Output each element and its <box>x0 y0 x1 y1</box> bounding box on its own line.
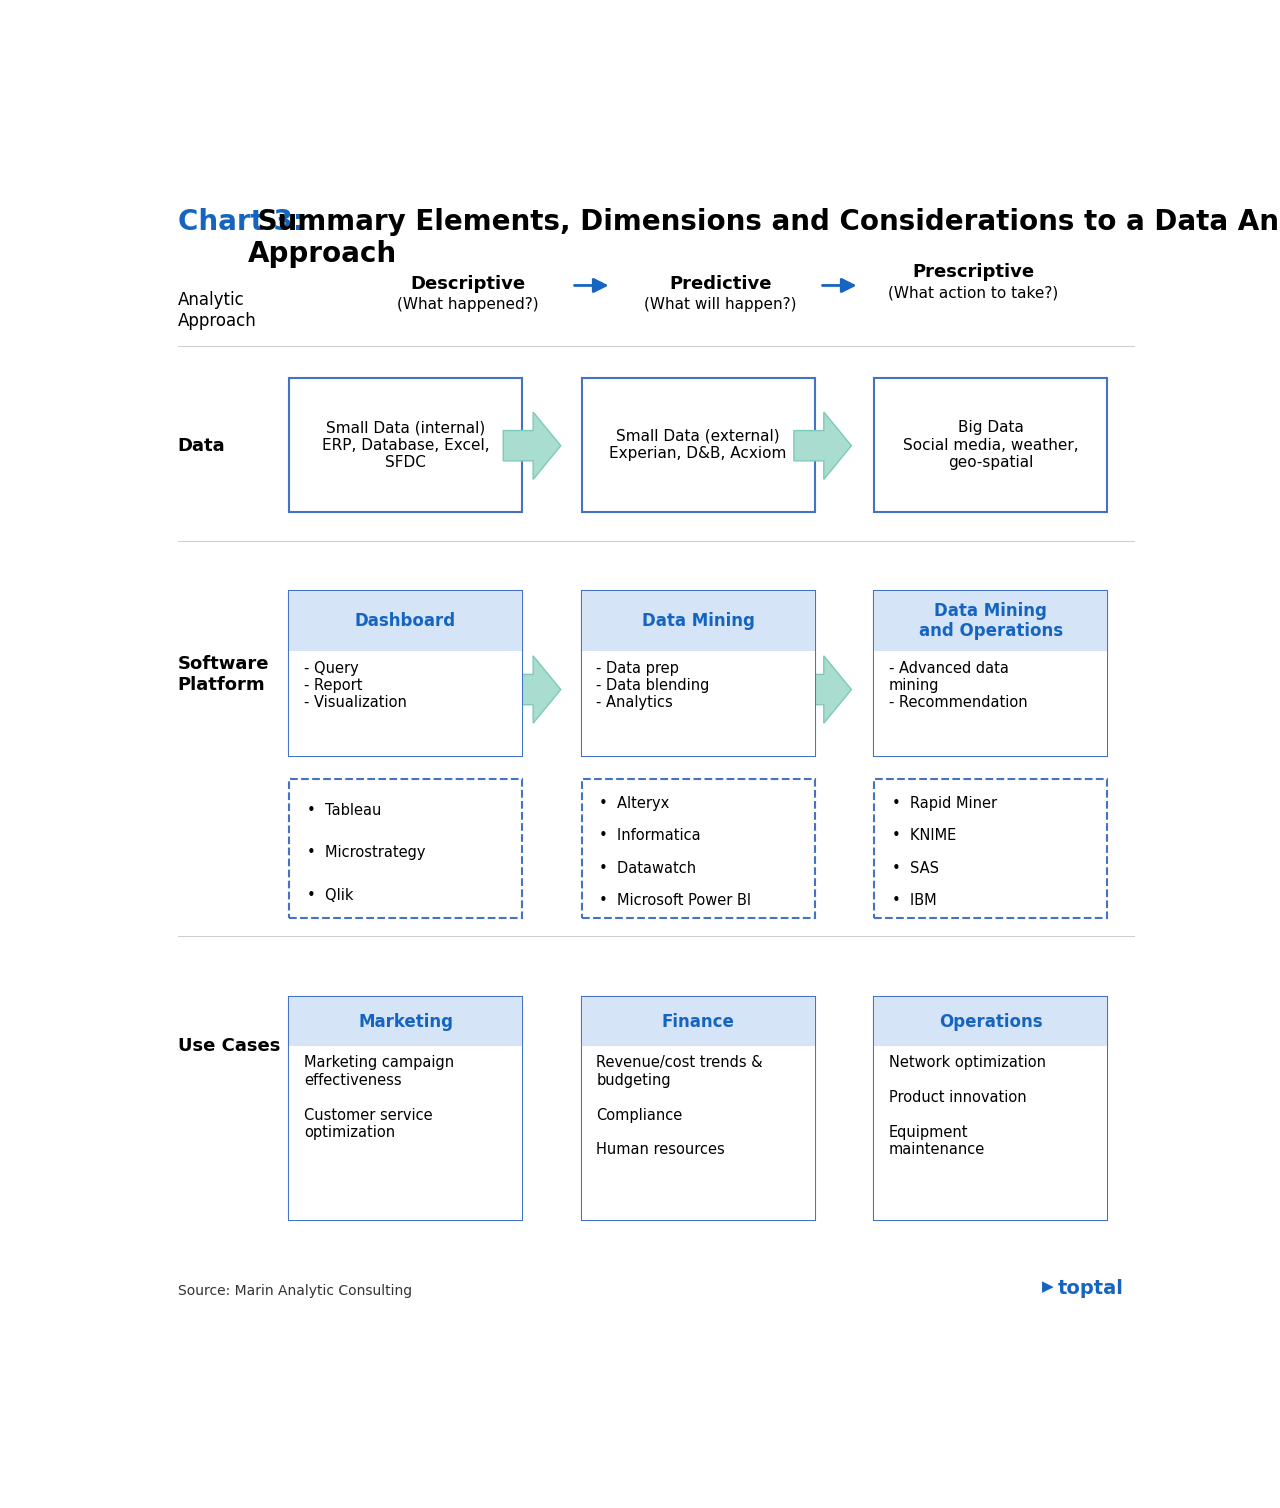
Text: - Advanced data
mining
- Recommendation: - Advanced data mining - Recommendation <box>890 661 1028 710</box>
Text: •  Microsoft Power BI: • Microsoft Power BI <box>599 893 751 908</box>
Text: Marketing campaign
effectiveness

Customer service
optimization: Marketing campaign effectiveness Custome… <box>303 1056 454 1140</box>
FancyBboxPatch shape <box>289 651 522 756</box>
Text: •  Alteryx: • Alteryx <box>599 796 669 811</box>
Text: ▶: ▶ <box>1042 1279 1053 1294</box>
FancyBboxPatch shape <box>289 591 522 651</box>
Text: Big Data
Social media, weather,
geo-spatial: Big Data Social media, weather, geo-spat… <box>902 421 1079 470</box>
Text: •  Qlik: • Qlik <box>307 888 353 903</box>
Text: Analytic
Approach: Analytic Approach <box>178 291 256 330</box>
Text: Network optimization

Product innovation

Equipment
maintenance: Network optimization Product innovation … <box>890 1056 1046 1157</box>
Text: Operations: Operations <box>940 1013 1043 1030</box>
Polygon shape <box>503 412 561 480</box>
FancyBboxPatch shape <box>289 591 522 756</box>
Text: •  Rapid Miner: • Rapid Miner <box>892 796 997 811</box>
Text: •  Datawatch: • Datawatch <box>599 861 696 876</box>
FancyBboxPatch shape <box>289 780 522 918</box>
FancyBboxPatch shape <box>874 379 1107 511</box>
Text: •  IBM: • IBM <box>892 893 937 908</box>
FancyBboxPatch shape <box>874 591 1107 651</box>
FancyBboxPatch shape <box>581 379 814 511</box>
Text: Use Cases: Use Cases <box>178 1038 280 1056</box>
FancyBboxPatch shape <box>289 1047 522 1220</box>
Text: Descriptive: Descriptive <box>410 274 525 293</box>
FancyBboxPatch shape <box>874 997 1107 1047</box>
Text: Source: Marin Analytic Consulting: Source: Marin Analytic Consulting <box>178 1283 412 1298</box>
Text: Revenue/cost trends &
budgeting

Compliance

Human resources: Revenue/cost trends & budgeting Complian… <box>596 1056 763 1157</box>
Text: •  Microstrategy: • Microstrategy <box>307 846 425 861</box>
Polygon shape <box>794 656 851 724</box>
Text: Prescriptive: Prescriptive <box>913 264 1034 282</box>
Text: •  KNIME: • KNIME <box>892 828 956 843</box>
FancyBboxPatch shape <box>874 780 1107 918</box>
Text: Finance: Finance <box>662 1013 735 1030</box>
FancyBboxPatch shape <box>289 997 522 1220</box>
FancyBboxPatch shape <box>581 651 814 756</box>
Text: Small Data (external)
Experian, D&B, Acxiom: Small Data (external) Experian, D&B, Acx… <box>609 428 787 461</box>
Text: Data Mining
and Operations: Data Mining and Operations <box>919 602 1062 641</box>
Text: •  Tableau: • Tableau <box>307 804 381 819</box>
Text: toptal: toptal <box>1057 1279 1124 1298</box>
Text: (What will happen?): (What will happen?) <box>644 297 796 312</box>
Text: - Data prep
- Data blending
- Analytics: - Data prep - Data blending - Analytics <box>596 661 710 710</box>
FancyBboxPatch shape <box>874 591 1107 756</box>
Text: Marketing: Marketing <box>358 1013 453 1030</box>
FancyBboxPatch shape <box>874 1047 1107 1220</box>
Text: •  Informatica: • Informatica <box>599 828 701 843</box>
Text: Software
Platform: Software Platform <box>178 654 269 694</box>
FancyBboxPatch shape <box>874 997 1107 1220</box>
Text: (What happened?): (What happened?) <box>397 297 539 312</box>
FancyBboxPatch shape <box>289 379 522 511</box>
Text: - Query
- Report
- Visualization: - Query - Report - Visualization <box>303 661 407 710</box>
FancyBboxPatch shape <box>581 997 814 1220</box>
FancyBboxPatch shape <box>581 591 814 756</box>
Text: Small Data (internal)
ERP, Database, Excel,
SFDC: Small Data (internal) ERP, Database, Exc… <box>321 421 489 470</box>
Text: Predictive: Predictive <box>669 274 772 293</box>
Text: Chart 3:: Chart 3: <box>178 208 303 235</box>
FancyBboxPatch shape <box>581 591 814 651</box>
Text: Data Mining: Data Mining <box>641 612 755 630</box>
Text: Summary Elements, Dimensions and Considerations to a Data Analytics
Approach: Summary Elements, Dimensions and Conside… <box>248 208 1280 268</box>
Text: •  SAS: • SAS <box>892 861 940 876</box>
FancyBboxPatch shape <box>289 997 522 1047</box>
Polygon shape <box>503 656 561 724</box>
FancyBboxPatch shape <box>581 780 814 918</box>
Polygon shape <box>794 412 851 480</box>
FancyBboxPatch shape <box>874 651 1107 756</box>
Text: Data: Data <box>178 437 225 455</box>
Text: (What action to take?): (What action to take?) <box>888 285 1059 300</box>
Text: Dashboard: Dashboard <box>355 612 456 630</box>
FancyBboxPatch shape <box>581 997 814 1047</box>
FancyBboxPatch shape <box>581 1047 814 1220</box>
